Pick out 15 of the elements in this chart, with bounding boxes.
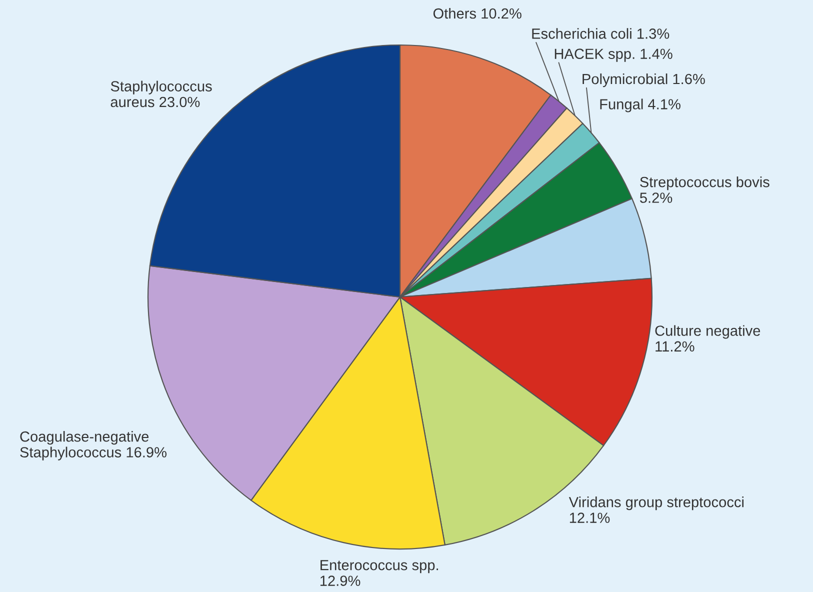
data-label: 12.1% [570,512,610,523]
slice-label: Viridans group streptococci [568,496,744,510]
data-label: 12.9% [320,576,360,586]
slice-label: Escherichia coli 1.3% [532,28,670,39]
slice-label: HACEK spp. 1.4% [554,48,672,62]
slice-label: Polymicrobial 1.6% [582,73,705,88]
data-label: 5.2% [640,192,672,203]
slice-label: Enterococcus spp. [320,560,438,574]
slice-label: Culture negative [655,325,760,339]
slice-label: Coagulase-negative Staphylococcus 16.9% [20,431,167,460]
data-label: 11.2% [656,341,694,352]
slice-label: Others 10.2% [433,8,522,19]
slice-label: Fungal 4.1% [600,98,680,112]
slice-label: Staphylococcus aureus 23.0% [110,80,212,108]
slice-label: Streptococcus bovis [640,176,770,190]
